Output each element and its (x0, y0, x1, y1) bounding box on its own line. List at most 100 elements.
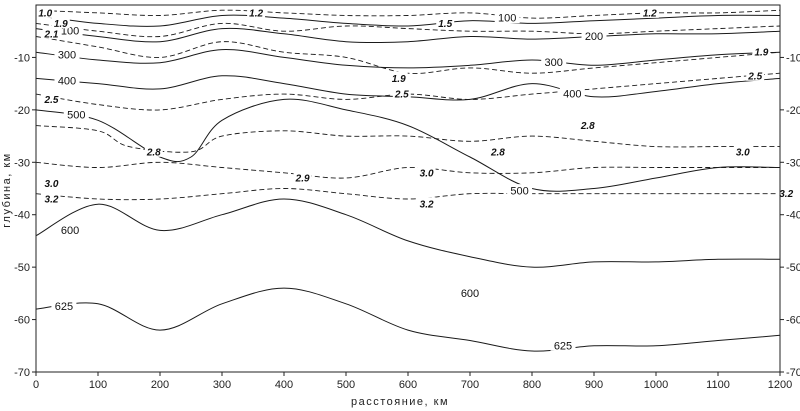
isoline-500 (35, 98, 781, 192)
plot-area: 100 100 200 300 300 400 400 500 500 600 600 625 625 1… (35, 5, 796, 352)
x-tick-label: 800 (523, 379, 541, 391)
dashed-isoline-label: 1.9 (754, 48, 768, 59)
x-tick-label: 500 (337, 379, 355, 391)
isoline-label: 200 (585, 31, 603, 43)
x-tick-label: 0 (33, 379, 39, 391)
x-tick-label: 1000 (644, 379, 668, 391)
plot-frame (35, 4, 781, 373)
isoline-label: 100 (498, 13, 516, 25)
isoline-label-bg (494, 11, 520, 24)
isoline-label-bg (42, 176, 61, 189)
y-axis-label: глубина, км (1, 152, 13, 227)
isoline-label-bg (746, 68, 765, 81)
y-tick-label-left: -70 (14, 367, 30, 379)
isoline-label-bg (640, 5, 659, 18)
isoline-label-bg (51, 16, 70, 29)
isoline-label-bg (436, 16, 455, 29)
dashed-isoline-label: 3.0 (45, 179, 59, 190)
dashed-isoline-label: 3.2 (779, 189, 793, 200)
y-tick-label-left: -30 (14, 157, 30, 169)
isoline-label-bg (417, 197, 436, 210)
x-axis-label: расстояние, км (351, 396, 449, 408)
y-tick-label-right: -40 (786, 210, 800, 222)
dashed-isoline-label: 1.2 (249, 8, 263, 19)
y-tick-label-left: -10 (14, 52, 30, 64)
isoline-label: 600 (461, 288, 479, 300)
y-tick-label-right: -60 (786, 315, 800, 327)
isoline-label: 300 (58, 49, 76, 61)
isoline-label-bg (457, 286, 483, 299)
isoline-label: 300 (545, 57, 563, 69)
x-tick-label: 900 (585, 379, 603, 391)
isoline-label-bg (42, 191, 61, 204)
dashed-isoline-1-5 (35, 22, 781, 38)
isoline-label-bg (42, 92, 61, 105)
isoline-label-bg (581, 29, 607, 42)
isoline-label-bg (144, 144, 163, 157)
x-tick-label: 1200 (768, 379, 792, 391)
dashed-isoline-1-9 (35, 36, 781, 74)
dashed-isoline-label: 2.5 (394, 90, 409, 101)
dashed-isoline-label: 1.9 (54, 19, 68, 30)
y-tick-label-right: -20 (786, 105, 800, 117)
isoline-label-bg (54, 74, 80, 87)
isoline-label-bg (550, 338, 576, 351)
x-tick-label: 700 (461, 379, 479, 391)
dashed-isoline-label: 1.5 (438, 19, 452, 30)
dashed-isoline-label: 1.2 (643, 8, 657, 19)
isoline-label: 400 (58, 76, 76, 88)
isoline-label-bg (392, 87, 411, 100)
x-tick-label: 200 (151, 379, 169, 391)
isoline-label-bg (54, 47, 80, 60)
dashed-isoline-label: 3.0 (420, 168, 434, 179)
dashed-isoline-label: 2.5 (44, 95, 59, 106)
isoline-label: 500 (510, 186, 528, 198)
dashed-isoline-label: 2.8 (490, 147, 505, 158)
isoline-label-bg (578, 118, 597, 131)
dashed-isoline-label: 2.8 (580, 121, 595, 132)
dashed-isoline-1-0 (35, 9, 781, 19)
isoline-label-bg (417, 165, 436, 178)
isoline-label: 100 (61, 26, 79, 38)
dashed-isoline-label: 2.1 (44, 29, 59, 40)
isoline-label-bg (752, 45, 771, 58)
x-tick-label: 1100 (706, 379, 730, 391)
isoline-label-bg (541, 55, 567, 68)
dashed-isoline-label: 2.9 (295, 174, 310, 185)
y-tick-label-right: -10 (786, 52, 800, 64)
isoline-label: 500 (67, 110, 85, 122)
dashed-isoline-label: 3.0 (736, 147, 750, 158)
isoline-label-bg (293, 171, 312, 184)
isoline-label-bg (51, 299, 77, 312)
isoline-label: 625 (55, 301, 73, 313)
y-tick-label-right: -70 (786, 367, 800, 379)
isoline-label-bg (777, 186, 796, 199)
isoline-label-bg (42, 26, 61, 39)
dashed-isoline-label: 3.2 (420, 200, 434, 211)
dashed-isoline-label: 1.0 (38, 8, 52, 19)
isoline-label: 625 (554, 340, 572, 352)
isoline-label-bg (389, 71, 408, 84)
dashed-isoline-label: 1.9 (392, 74, 406, 85)
isoline-label-bg (733, 144, 752, 157)
y-tick-label-left: -20 (14, 105, 30, 117)
x-tick-label: 400 (275, 379, 293, 391)
isoline-label: 600 (61, 225, 79, 237)
dashed-isoline-label: 3.2 (45, 194, 59, 205)
y-tick-label-right: -50 (786, 262, 800, 274)
y-tick-label-left: -50 (14, 262, 30, 274)
x-tick-label: 300 (213, 379, 231, 391)
isoline-label: 400 (563, 89, 581, 101)
dashed-isoline-label: 2.5 (747, 71, 762, 82)
isoline-label-bg (488, 144, 507, 157)
x-tick-label: 600 (399, 379, 417, 391)
dashed-isoline-3-2 (35, 188, 780, 201)
y-tick-label-right: -30 (786, 157, 800, 169)
isoline-label-bg (247, 5, 266, 18)
x-tick-label: 100 (89, 379, 107, 391)
isoline-label-bg (63, 108, 89, 121)
isoline-label-bg (559, 87, 585, 100)
axes: 0 100 200 300 400 500 600 700 800 900 1000 1100 1200… (14, 4, 800, 391)
isoline-label-bg (57, 223, 83, 236)
